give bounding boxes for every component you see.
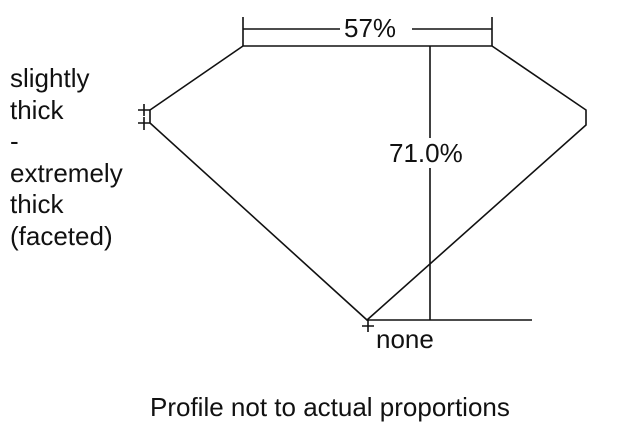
girdle-label-line: extremely [10,157,123,188]
girdle-thickness-label: slightly thick - extremely thick (facete… [10,63,123,252]
depth-percent-label: 71.0% [389,138,463,168]
girdle-label-line: thick [10,189,64,219]
girdle-label-line: - [10,126,19,156]
table-percent-label: 57% [344,13,397,43]
girdle-label-line: (faceted) [10,220,113,251]
culet-plus-mark [362,320,374,332]
caption: Profile not to actual proportions [150,392,510,422]
girdle-label-line: slightly [10,63,90,93]
girdle-plus-marks [138,104,150,130]
crown-pavilion-outline [149,45,587,322]
girdle-label-line: thick [10,94,64,125]
culet-label: none [376,324,434,354]
